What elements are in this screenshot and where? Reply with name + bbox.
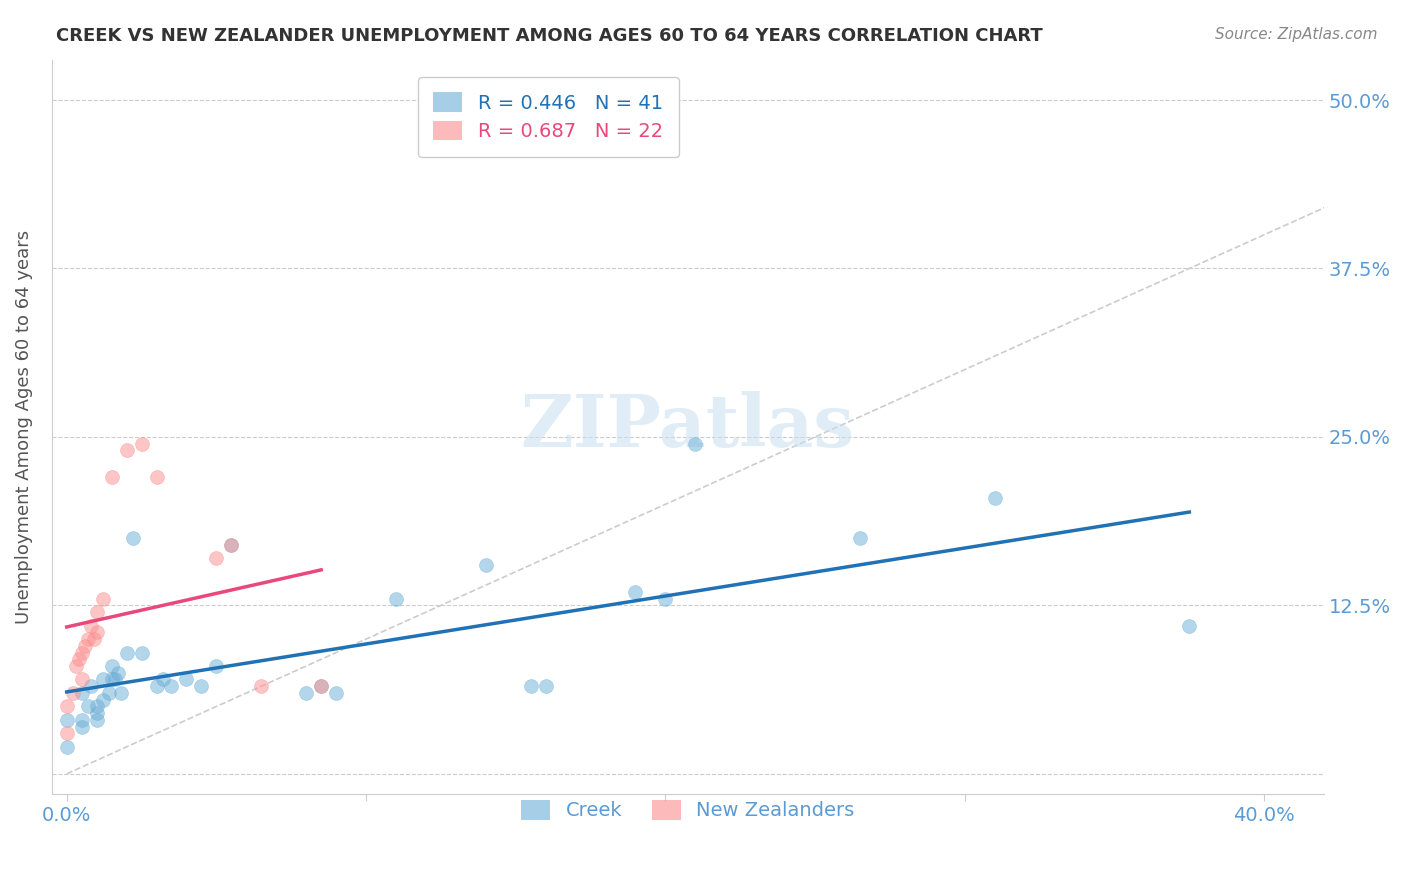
Point: [624, 585, 647, 599]
Text: Source: ZipAtlas.com: Source: ZipAtlas.com: [1215, 27, 1378, 42]
Point: [205, 551, 228, 566]
Point: [79, 618, 101, 632]
Point: [190, 679, 212, 693]
Point: [145, 470, 167, 484]
Point: [55, 726, 77, 740]
Point: [79, 679, 101, 693]
Point: [983, 491, 1005, 505]
Point: [152, 673, 174, 687]
Point: [55, 713, 77, 727]
Point: [86, 625, 108, 640]
Point: [131, 646, 153, 660]
Point: [91, 591, 114, 606]
Point: [86, 605, 108, 619]
Point: [160, 679, 183, 693]
Point: [295, 686, 318, 700]
Y-axis label: Unemployment Among Ages 60 to 64 years: Unemployment Among Ages 60 to 64 years: [15, 230, 32, 624]
Point: [83, 632, 105, 646]
Point: [205, 659, 228, 673]
Point: [1178, 618, 1201, 632]
Point: [67, 652, 90, 666]
Point: [534, 679, 557, 693]
Point: [100, 673, 122, 687]
Point: [221, 538, 243, 552]
Point: [86, 713, 108, 727]
Point: [475, 558, 498, 572]
Point: [654, 591, 676, 606]
Point: [100, 470, 122, 484]
Point: [849, 531, 872, 545]
Point: [100, 659, 122, 673]
Point: [250, 679, 273, 693]
Point: [86, 706, 108, 721]
Point: [176, 673, 198, 687]
Point: [115, 646, 138, 660]
Point: [685, 436, 707, 450]
Point: [325, 686, 347, 700]
Point: [107, 665, 129, 680]
Point: [70, 646, 93, 660]
Point: [131, 436, 153, 450]
Point: [55, 739, 77, 754]
Legend: Creek, New Zealanders: Creek, New Zealanders: [506, 784, 870, 836]
Point: [519, 679, 541, 693]
Point: [62, 686, 84, 700]
Point: [65, 659, 87, 673]
Point: [73, 639, 96, 653]
Point: [70, 713, 93, 727]
Point: [97, 686, 120, 700]
Point: [55, 699, 77, 714]
Point: [104, 673, 127, 687]
Point: [145, 679, 167, 693]
Point: [91, 673, 114, 687]
Point: [86, 699, 108, 714]
Point: [121, 531, 143, 545]
Point: [221, 538, 243, 552]
Point: [115, 443, 138, 458]
Text: ZIPatlas: ZIPatlas: [520, 392, 855, 462]
Point: [70, 686, 93, 700]
Point: [76, 632, 98, 646]
Point: [70, 673, 93, 687]
Point: [309, 679, 332, 693]
Point: [70, 720, 93, 734]
Point: [91, 692, 114, 706]
Point: [110, 686, 132, 700]
Text: CREEK VS NEW ZEALANDER UNEMPLOYMENT AMONG AGES 60 TO 64 YEARS CORRELATION CHART: CREEK VS NEW ZEALANDER UNEMPLOYMENT AMON…: [56, 27, 1043, 45]
Point: [385, 591, 408, 606]
Point: [76, 699, 98, 714]
Point: [309, 679, 332, 693]
